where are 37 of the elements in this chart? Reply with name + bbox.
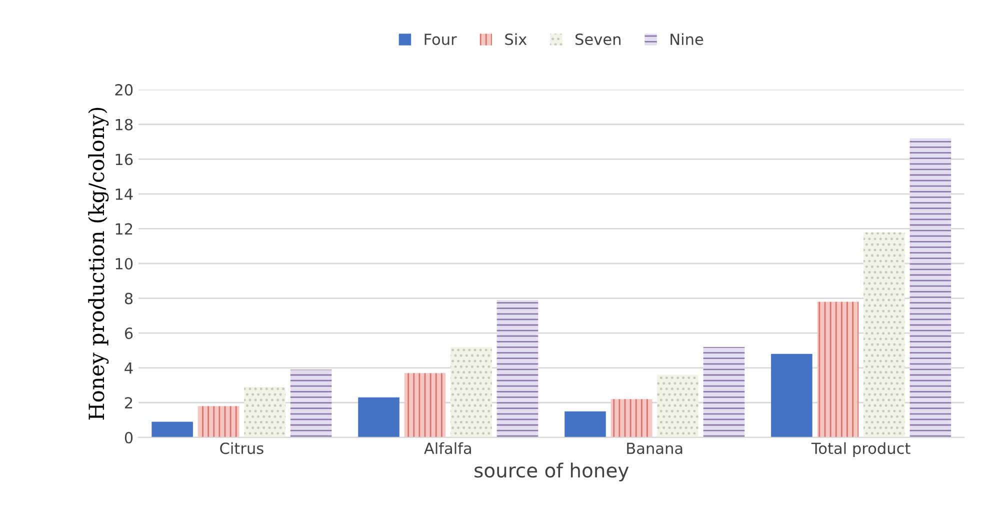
bar (610, 399, 652, 438)
legend-label: Nine (670, 33, 704, 46)
bar (152, 422, 193, 438)
bar (864, 232, 905, 438)
bar (657, 374, 698, 438)
bar (244, 386, 286, 438)
bar (771, 354, 812, 438)
y-tick-label: 8 (124, 292, 133, 304)
bar (404, 373, 446, 438)
y-tick-label: 16 (116, 154, 133, 166)
legend-label: Four (424, 34, 457, 46)
bar (198, 406, 240, 438)
x-tick-label: Citrus (220, 442, 264, 454)
y-tick-label: 18 (116, 118, 133, 130)
bar (358, 397, 400, 438)
bar (564, 411, 606, 438)
y-tick-label: 0 (124, 432, 133, 444)
y-axis-title: Honey production (kg/colony) (88, 108, 109, 420)
y-tick-label: 2 (125, 397, 132, 408)
legend-label: Seven (576, 34, 620, 46)
x-axis-title: source of honey (474, 462, 629, 482)
bar (450, 346, 492, 438)
bar (703, 346, 745, 438)
y-tick-label: 4 (124, 362, 133, 374)
y-tick-label: 12 (116, 223, 132, 235)
y-tick-label: 10 (116, 258, 133, 270)
y-tick-label: 20 (115, 84, 133, 96)
bar (817, 302, 859, 438)
bar (290, 370, 332, 438)
x-tick-label: Banana (627, 442, 682, 454)
x-tick-label: Alfalfa (424, 442, 471, 454)
bar (910, 138, 952, 438)
bar (496, 300, 538, 438)
y-tick-label: 6 (124, 328, 133, 340)
y-tick-label: 14 (116, 188, 133, 200)
x-tick-label: Total product (811, 442, 910, 458)
legend-label: Six (505, 33, 527, 46)
